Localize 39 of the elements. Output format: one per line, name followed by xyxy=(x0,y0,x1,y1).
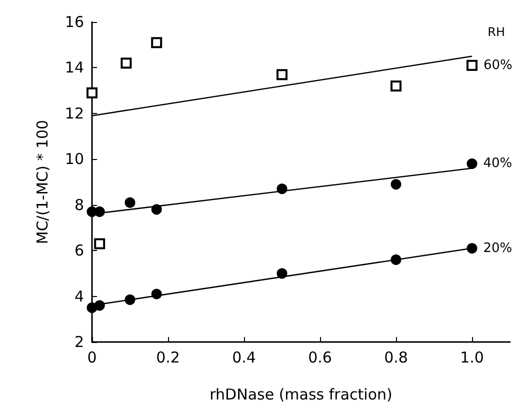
point xyxy=(466,60,478,71)
y-tick-label: 2 xyxy=(74,333,84,351)
y-tick-label: 16 xyxy=(64,13,84,31)
point xyxy=(94,300,105,311)
x-tick-label: 0.2 xyxy=(156,348,180,366)
y-tick-label: 14 xyxy=(64,58,84,77)
point xyxy=(151,204,162,215)
point xyxy=(124,197,136,208)
x-tick-label: 1.0 xyxy=(460,348,484,366)
point xyxy=(390,254,402,265)
x-tick-label: 0 xyxy=(87,348,97,366)
point xyxy=(390,80,402,92)
x-tick-label: 0.8 xyxy=(384,348,408,366)
y-tick-label: 8 xyxy=(74,196,84,214)
x-tick-label: 0.4 xyxy=(232,348,256,366)
point xyxy=(94,238,106,250)
point xyxy=(120,58,132,69)
y-tick-label: 6 xyxy=(74,242,84,260)
point xyxy=(466,158,478,169)
y-tick-label: 12 xyxy=(64,104,84,122)
point xyxy=(276,69,288,80)
series-label: 40% xyxy=(483,156,512,172)
series-label: 20% xyxy=(483,240,512,256)
point xyxy=(94,206,105,217)
series-label: 60% xyxy=(484,58,512,73)
point xyxy=(86,87,98,98)
point xyxy=(124,294,136,305)
y-axis-title: MC/(1-MC) * 100 xyxy=(34,120,52,244)
y-tick-label: 4 xyxy=(74,287,84,306)
y-tick-label: 10 xyxy=(64,150,84,168)
point xyxy=(276,184,288,194)
point xyxy=(466,243,478,254)
point xyxy=(390,179,402,190)
x-axis-title: rhDNase (mass fraction) xyxy=(210,386,392,404)
x-tick-label: 0.6 xyxy=(308,348,332,366)
point xyxy=(151,37,162,48)
point xyxy=(151,288,162,300)
point xyxy=(276,268,288,279)
legend-title: RH xyxy=(488,25,506,39)
